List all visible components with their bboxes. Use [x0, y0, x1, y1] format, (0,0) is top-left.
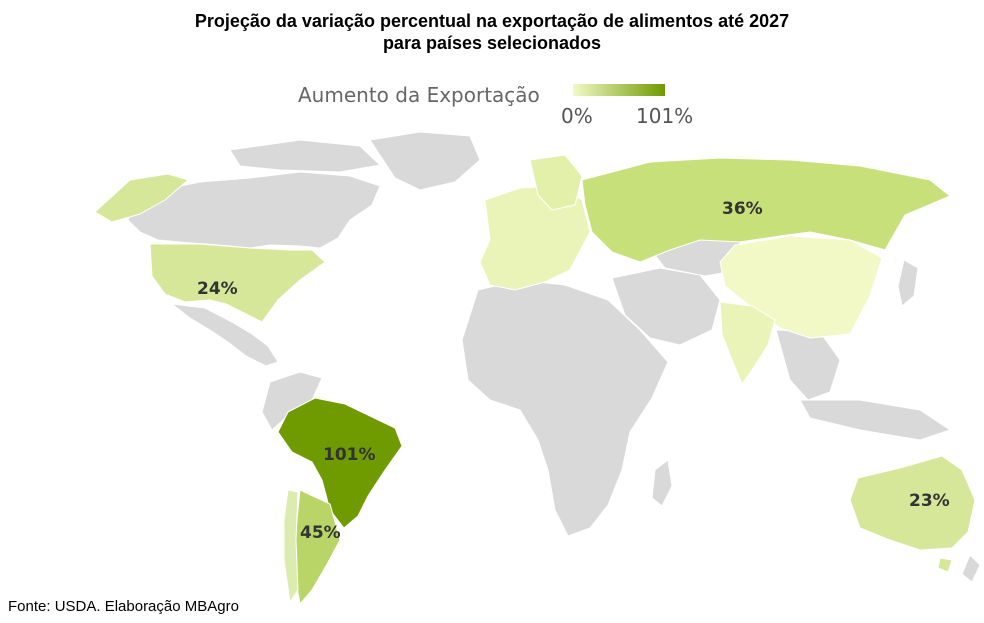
map-title-line1: Projeção da variação percentual na expor… — [194, 11, 790, 31]
scandinavia — [529, 154, 583, 211]
middle-east-region — [611, 267, 721, 346]
chile-region — [283, 489, 299, 604]
indonesia-region — [799, 399, 952, 441]
australia — [849, 455, 976, 551]
southeast-asia-region — [775, 329, 841, 401]
legend-title: Aumento da Exportação — [298, 83, 540, 107]
legend-color-scale — [573, 84, 665, 96]
canada-arctic-islands — [229, 139, 382, 173]
canada-region — [127, 171, 381, 249]
japan-region — [897, 259, 919, 307]
legend-min-label: 0% — [561, 104, 593, 128]
africa-region — [461, 279, 669, 537]
india — [719, 301, 776, 386]
brazil — [277, 397, 403, 529]
greenland — [369, 131, 481, 191]
source-note: Fonte: USDA. Elaboração MBAgro — [8, 598, 239, 615]
usa-value-label: 24% — [197, 279, 238, 299]
map-title-line2: para países selecionados — [382, 33, 602, 53]
world-map — [94, 131, 981, 606]
argentina-value-label: 45% — [300, 523, 341, 543]
russia — [581, 157, 951, 263]
legend-max-label: 101% — [636, 104, 694, 128]
mexico-region — [170, 303, 279, 367]
alaska — [94, 173, 190, 223]
australia-value-label: 23% — [909, 491, 950, 511]
map-title: Projeção da variação percentual na expor… — [0, 10, 984, 54]
madagascar — [651, 459, 673, 507]
new-zealand — [961, 554, 981, 583]
usa — [149, 243, 326, 323]
brazil-value-label: 101% — [323, 445, 376, 465]
tasmania — [937, 557, 953, 573]
russia-value-label: 36% — [722, 199, 763, 219]
